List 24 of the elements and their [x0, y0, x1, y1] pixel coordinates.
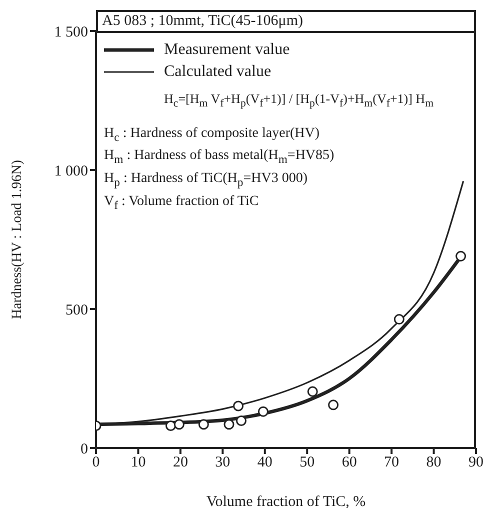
- y-tick-label: 1 000: [54, 163, 88, 180]
- y-tick-label: 0: [80, 441, 88, 458]
- x-tick-label: 20: [172, 454, 188, 471]
- annotation: H$_{c}$ : Hardness of composite layer(HV): [104, 124, 321, 146]
- x-tick-label: 0: [92, 454, 100, 471]
- chart-title: A5 083 ; 10mmt, TiC(45-106μm): [96, 10, 476, 31]
- y-tick-label: 1 500: [54, 24, 88, 40]
- x-tick-label: 30: [215, 454, 230, 471]
- annotation: H$_{p}$ : Hardness of TiC(H$_{p}$=HV3 000): [104, 170, 309, 191]
- text: H$_{c}$=[H$_{m}$ V$_{f}$+H$_{p}$(V$_{f}$+1)] / [H$_{p}$(1-V$_{f}$)+H$_{m}$(V$_{f}$+1)] H$_{m}$: [164, 91, 434, 110]
- x-tick-label: 40: [257, 454, 272, 471]
- x-tick-label: 10: [130, 454, 146, 471]
- x-axis-title: Volume fraction of TiC, %: [206, 494, 366, 510]
- x-tick-label: 60: [342, 454, 357, 471]
- y-tick-label: 500: [66, 302, 88, 318]
- x-tick-label: 50: [300, 454, 315, 471]
- legend-label: Calculated value: [164, 63, 272, 81]
- x-tick-label: 70: [384, 454, 400, 471]
- x-tick-label: 90: [468, 454, 484, 471]
- x-tick-label: 80: [426, 454, 442, 471]
- annotation: V$_{f}$ : Volume fraction of TiC: [104, 192, 260, 214]
- legend-label: Measurement value: [164, 41, 290, 59]
- y-axis-title: Hardness(HV : Load 1.96N): [10, 160, 25, 320]
- annotation: H$_{m}$ : Hardness of bass metal(H$_{m}$=HV85): [104, 147, 336, 168]
